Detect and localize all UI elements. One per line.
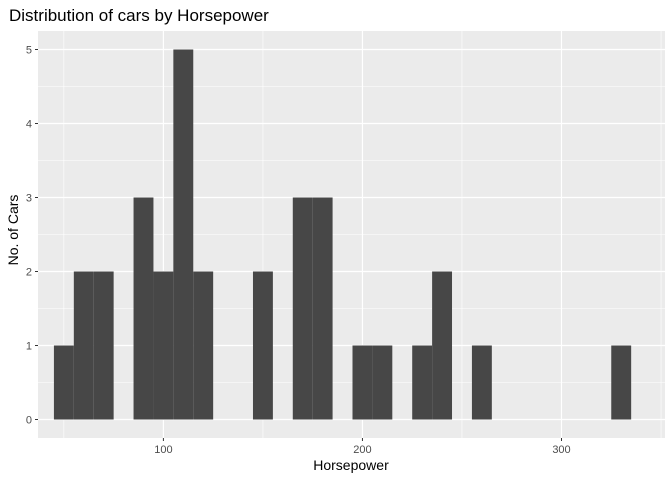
histogram-bar — [471, 345, 492, 420]
x-axis-title: Horsepower — [313, 457, 389, 473]
y-tick-label: 1 — [26, 341, 32, 353]
y-tick-label: 5 — [26, 45, 32, 57]
y-tick-label: 3 — [26, 193, 32, 205]
histogram-bar — [73, 271, 94, 420]
bars — [53, 49, 632, 420]
histogram-bar — [153, 271, 174, 420]
x-axis: 100 200 300 — [154, 438, 571, 456]
x-tick-label: 200 — [353, 444, 371, 456]
x-tick-label: 300 — [552, 444, 570, 456]
histogram-bar — [93, 271, 114, 420]
y-tick-label: 4 — [26, 119, 32, 131]
minor-gridlines — [38, 31, 665, 438]
histogram-bar — [133, 197, 154, 420]
chart-title: Distribution of cars by Horsepower — [9, 6, 269, 25]
histogram-bar — [312, 197, 333, 420]
y-tick-label: 2 — [26, 267, 32, 279]
y-axis: 0 1 2 3 4 5 — [26, 45, 38, 427]
histogram-bar — [252, 271, 273, 420]
x-tick-label: 100 — [154, 444, 172, 456]
y-axis-title: No. of Cars — [5, 195, 21, 266]
histogram-bar — [173, 49, 194, 420]
histogram-bar — [53, 345, 74, 420]
histogram-bar — [432, 271, 453, 420]
histogram-bar — [372, 345, 393, 420]
histogram-bar — [412, 345, 433, 420]
histogram-bar — [611, 345, 632, 420]
y-tick-label: 0 — [26, 415, 32, 427]
histogram-bar — [292, 197, 313, 420]
histogram-bar — [193, 271, 214, 420]
histogram-bar — [352, 345, 373, 420]
